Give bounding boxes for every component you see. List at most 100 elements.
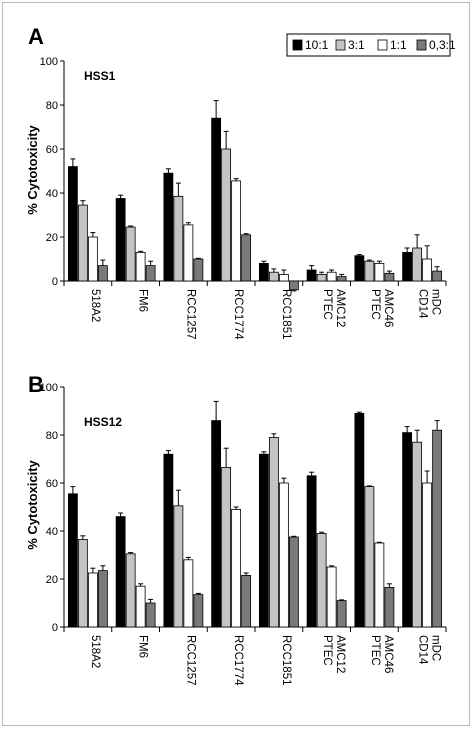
- panel-a-category-label: AMC12: [334, 289, 346, 327]
- panel-a-category-label: 518A2: [89, 289, 101, 322]
- panel-a-bar: [422, 258, 433, 282]
- panel-a-bar: [326, 271, 337, 282]
- panel-b-bar: [173, 505, 184, 628]
- panel-a-category-label: mDC: [430, 289, 442, 315]
- panel-a-bar: [231, 180, 242, 282]
- figure-border: [2, 2, 470, 726]
- panel-a-bar: [278, 273, 289, 282]
- panel-b-ylabel: % Cytotoxicity: [25, 459, 40, 549]
- panel-b-bar: [278, 482, 289, 628]
- panel-a-bar: [67, 166, 78, 282]
- panel-a-bar: [412, 247, 423, 282]
- panel-a-category-label: RCC1851: [280, 289, 292, 340]
- panel-a-bar: [125, 226, 136, 282]
- panel-b-category-label: CD14: [417, 635, 429, 665]
- panel-a-bar: [402, 251, 413, 282]
- panel-a-bar: [97, 265, 108, 282]
- panel-b-bar: [412, 441, 423, 628]
- panel-a-category-label: AMC46: [382, 289, 394, 327]
- panel-a-y-tick-label: 100: [40, 56, 58, 68]
- legend-label: 3:1: [348, 38, 365, 52]
- panel-b-bar: [163, 453, 174, 628]
- panel-b-bar: [384, 587, 395, 628]
- panel-b-y-tick-label: 20: [46, 574, 58, 586]
- panel-a-bar: [163, 172, 174, 282]
- panel-b-tag: HSS12: [84, 415, 122, 429]
- panel-a-y-tick-label: 40: [46, 188, 58, 200]
- panel-a-category-label: CD14: [417, 289, 429, 319]
- panel-a-bar: [145, 265, 156, 282]
- panel-b-bar: [364, 486, 375, 628]
- panel-b-bar: [145, 602, 156, 628]
- panel-a-category-label: RCC1257: [184, 289, 196, 340]
- panel-a-ylabel: % Cytotoxicity: [25, 124, 40, 214]
- panel-a-bar: [221, 148, 232, 282]
- legend-swatch: [416, 39, 427, 51]
- panel-a-bar: [268, 271, 279, 282]
- panel-b-category-label: RCC1851: [280, 635, 292, 686]
- panel-a-bar: [316, 273, 327, 282]
- panel-a-bar: [211, 117, 222, 282]
- panel-a-bar: [336, 276, 347, 282]
- panel-a-bar: [306, 269, 317, 282]
- legend-label: 10:1: [305, 38, 329, 52]
- legend-swatch: [335, 39, 346, 51]
- panel-b-bar: [135, 585, 146, 628]
- panel-b-bar: [193, 594, 204, 628]
- panel-b-bar: [374, 542, 385, 628]
- panel-b-letter: B: [28, 372, 44, 397]
- panel-b-category-label: FM6: [137, 635, 149, 658]
- panel-b-bar: [221, 466, 232, 628]
- panel-b-bar: [115, 516, 126, 628]
- panel-a-category-label: PTEC: [369, 289, 381, 320]
- panel-a-y-tick-label: 60: [46, 144, 58, 156]
- panel-b-category-label: AMC12: [334, 635, 346, 673]
- legend-label: 1:1: [390, 38, 407, 52]
- legend-swatch: [377, 39, 388, 51]
- panel-a-category-label: PTEC: [321, 289, 333, 320]
- panel-b-y-tick-label: 100: [40, 382, 58, 394]
- panel-a-bar: [77, 204, 88, 282]
- legend-label: 0,3:1: [429, 38, 456, 52]
- panel-a-bar: [193, 258, 204, 282]
- panel-b-category-label: PTEC: [321, 635, 333, 666]
- panel-a-category-label: RCC1774: [232, 289, 244, 340]
- panel-b-bar: [336, 600, 347, 628]
- panel-b-bar: [67, 493, 78, 628]
- panel-b-bar: [77, 539, 88, 628]
- panel-b-bar: [432, 429, 443, 628]
- panel-b-y-tick-label: 80: [46, 430, 58, 442]
- legend-box: [286, 33, 451, 57]
- panel-a-bar: [135, 251, 146, 282]
- panel-b-y-tick-label: 0: [52, 622, 58, 634]
- panel-a-bar: [354, 255, 365, 282]
- panel-b-bar: [231, 508, 242, 628]
- panel-a-bar: [364, 260, 375, 282]
- panel-b-bar: [97, 570, 108, 628]
- panel-a-y-tick-label: 80: [46, 100, 58, 112]
- panel-a-bar: [183, 224, 194, 282]
- legend-swatch: [292, 39, 303, 51]
- panel-b-bar: [354, 412, 365, 628]
- panel-b-bar: [288, 536, 299, 628]
- panel-a-bar: [384, 272, 395, 282]
- panel-a-bar: [288, 280, 299, 291]
- panel-b-bar: [125, 553, 136, 628]
- panel-a-bar: [374, 262, 385, 282]
- panel-b-bar: [326, 566, 337, 628]
- panel-b-bar: [87, 572, 98, 628]
- panel-b-category-label: AMC46: [382, 635, 394, 673]
- panel-b-bar: [183, 559, 194, 628]
- panel-a-bar: [258, 262, 269, 282]
- panel-b-bar: [306, 475, 317, 628]
- legend: 10:1 3:1 1:1 0,3:1: [286, 33, 456, 57]
- panel-a-bar: [115, 198, 126, 282]
- panel-b-bar: [316, 533, 327, 628]
- panel-b-y-tick-label: 60: [46, 478, 58, 490]
- panel-b-category-label: RCC1774: [232, 635, 244, 686]
- panel-a-bar: [87, 236, 98, 282]
- panel-a-bar: [173, 195, 184, 282]
- panel-b-bar: [268, 436, 279, 628]
- panel-b-bar: [211, 420, 222, 628]
